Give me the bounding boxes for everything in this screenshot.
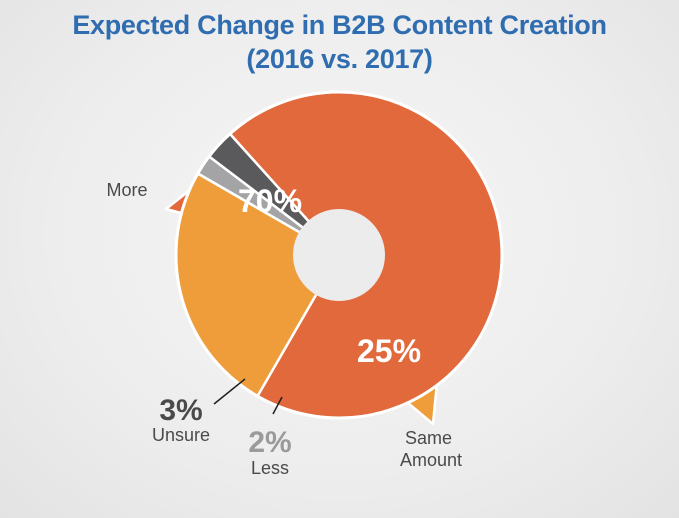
- chart-title-block: Expected Change in B2B Content Creation …: [0, 8, 679, 76]
- unsure-category-label: Unsure: [152, 425, 210, 445]
- chart-subtitle: (2016 vs. 2017): [246, 44, 433, 74]
- donut-hole: [293, 209, 385, 301]
- less-leader-line: [272, 396, 283, 415]
- unsure-value-label: 3%: [159, 394, 202, 427]
- more-value-label: 70%: [238, 183, 302, 219]
- donut-outline: [174, 90, 504, 420]
- same-amount-label-line-2: Amount: [400, 450, 462, 470]
- less-value-label: 2%: [248, 426, 291, 459]
- same-amount-value-label: 25%: [357, 333, 421, 369]
- more-category-label: More: [106, 180, 147, 200]
- same-amount-label-line-1: Same: [405, 428, 452, 448]
- slice-layer: [174, 90, 504, 420]
- less-category-label: Less: [251, 458, 289, 478]
- leader-line-layer: [213, 378, 283, 415]
- unsure-leader-line: [213, 378, 246, 405]
- chart-title: Expected Change in B2B Content Creation: [72, 10, 607, 40]
- same-amount-category-label: Same Amount: [400, 428, 462, 470]
